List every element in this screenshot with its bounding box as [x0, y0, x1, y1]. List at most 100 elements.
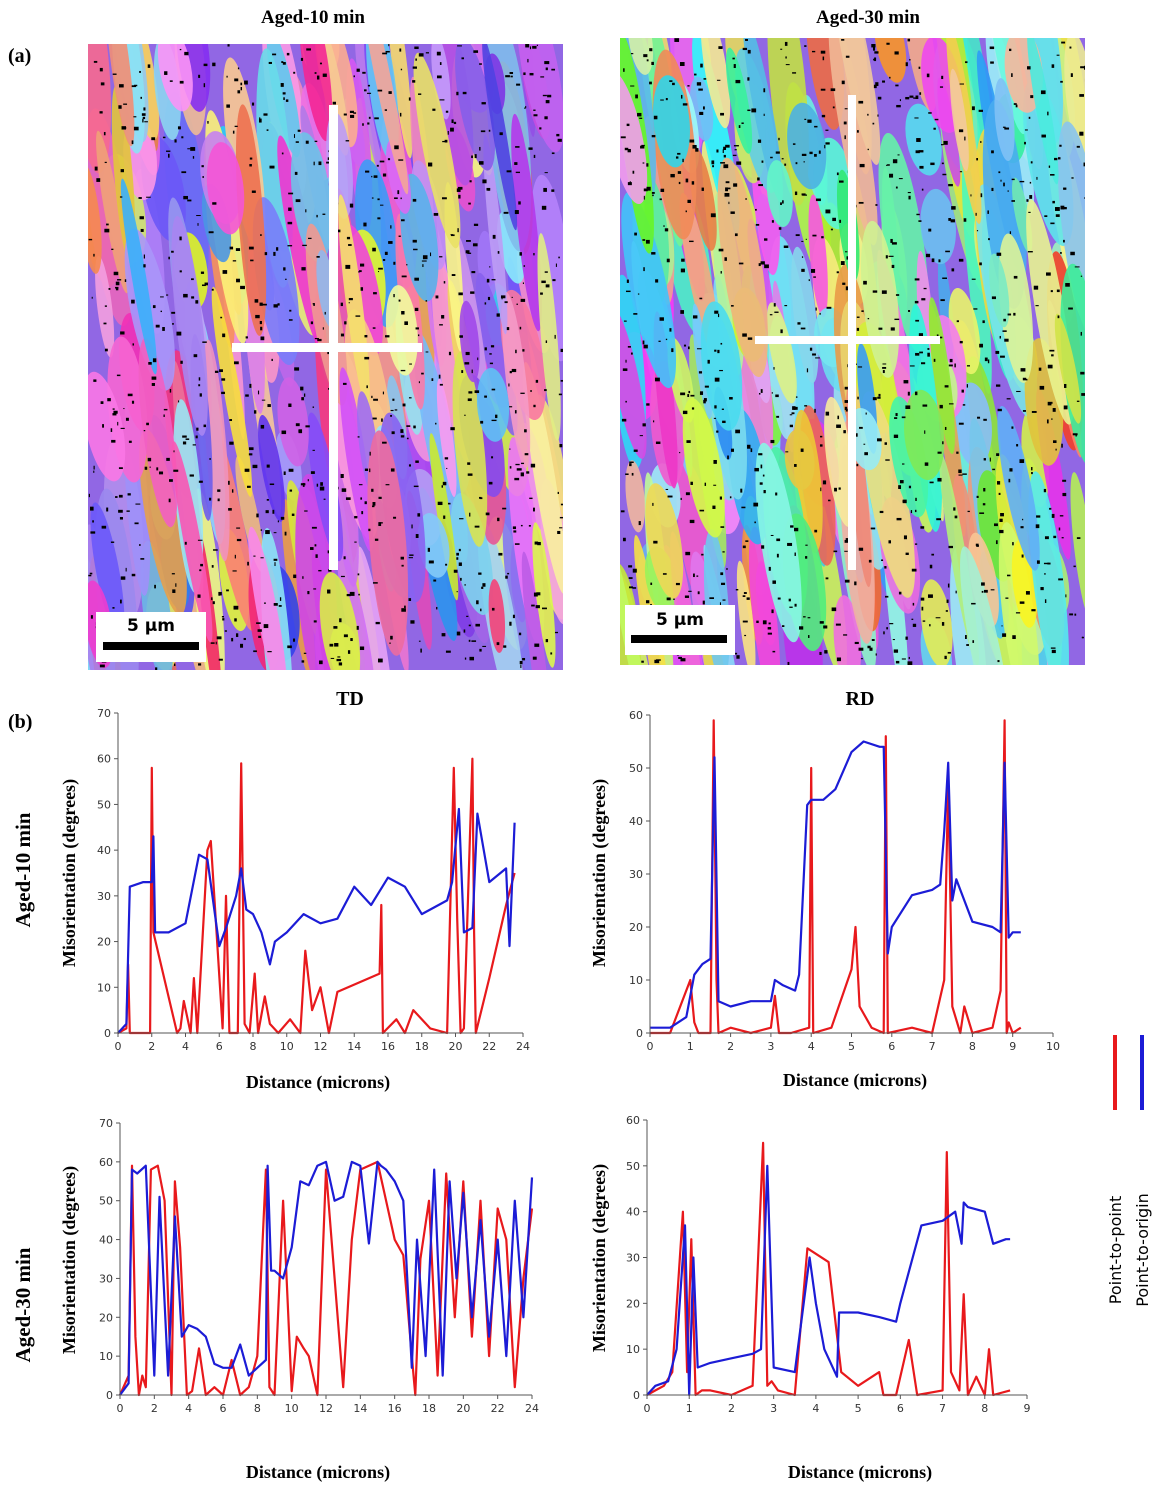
speckle — [277, 520, 279, 523]
speckle — [522, 349, 525, 352]
speckle — [376, 164, 379, 167]
speckle — [814, 408, 816, 413]
speckle — [828, 499, 831, 502]
speckle — [489, 362, 494, 365]
speckle — [177, 126, 181, 130]
speckle — [1044, 599, 1047, 603]
speckle — [266, 129, 269, 131]
speckle — [714, 310, 719, 314]
speckle — [443, 281, 446, 284]
speckle — [312, 449, 315, 451]
speckle — [789, 414, 793, 416]
speckle — [479, 146, 481, 151]
speckle — [315, 554, 318, 558]
speckle — [845, 538, 849, 541]
grain — [211, 286, 253, 498]
speckle — [378, 496, 382, 499]
speckle — [733, 652, 738, 655]
speckle — [554, 631, 559, 634]
speckle — [204, 282, 208, 286]
speckle — [301, 267, 306, 271]
speckle — [366, 385, 368, 389]
speckle — [162, 136, 166, 139]
speckle — [480, 420, 484, 424]
speckle — [481, 586, 484, 589]
grain — [755, 442, 802, 643]
speckle — [400, 68, 403, 71]
grain — [88, 44, 112, 174]
speckle — [686, 440, 691, 443]
grain — [501, 292, 531, 469]
speckle — [764, 238, 768, 241]
speckle — [929, 624, 931, 627]
speckle — [316, 75, 320, 80]
speckle — [314, 140, 318, 143]
speckle — [263, 624, 269, 629]
speckle — [1064, 383, 1067, 388]
speckle — [306, 48, 311, 51]
speckle — [1021, 554, 1024, 558]
speckle — [523, 265, 526, 267]
speckle — [529, 497, 533, 500]
speckle — [509, 406, 513, 408]
speckle — [533, 592, 538, 597]
speckle — [729, 397, 733, 400]
grain — [905, 103, 942, 176]
speckle — [942, 277, 948, 279]
speckle — [995, 540, 998, 545]
speckle — [958, 469, 962, 474]
speckle — [358, 593, 360, 596]
speckle — [882, 366, 887, 369]
speckle — [814, 125, 818, 128]
speckle — [481, 102, 486, 105]
speckle — [681, 258, 685, 262]
y-tick-label: 30 — [97, 890, 111, 903]
speckle — [372, 417, 377, 420]
grain — [511, 113, 543, 332]
speckle — [1031, 609, 1036, 612]
speckle — [104, 305, 107, 307]
speckle — [803, 616, 806, 618]
speckle — [754, 521, 756, 524]
speckle — [146, 196, 151, 198]
speckle — [409, 363, 412, 365]
speckle — [806, 368, 809, 373]
speckle — [507, 572, 510, 575]
speckle — [147, 64, 151, 68]
speckle — [733, 145, 739, 147]
speckle — [795, 234, 800, 237]
speckle — [839, 180, 844, 183]
speckle — [462, 91, 467, 95]
speckle — [687, 199, 691, 204]
speckle — [116, 374, 121, 377]
speckle — [226, 589, 229, 592]
speckle — [720, 271, 722, 274]
speckle — [805, 238, 807, 240]
speckle — [222, 333, 226, 338]
speckle — [965, 61, 968, 64]
speckle — [1069, 46, 1072, 49]
speckle — [895, 660, 900, 664]
speckle — [251, 190, 256, 193]
grain — [920, 579, 953, 665]
speckle — [916, 138, 921, 142]
speckle — [692, 144, 697, 149]
speckle — [629, 461, 634, 463]
speckle — [844, 400, 850, 403]
speckle — [390, 468, 395, 472]
speckle — [218, 592, 221, 596]
speckle — [401, 219, 405, 222]
speckle — [653, 420, 655, 423]
speckle — [112, 607, 115, 609]
speckle — [891, 264, 895, 269]
speckle — [785, 451, 789, 453]
speckle — [914, 509, 917, 513]
speckle — [456, 91, 459, 96]
cross-line — [329, 105, 338, 570]
speckle — [364, 89, 367, 92]
y-tick-label: 50 — [626, 1160, 640, 1173]
speckle — [909, 95, 914, 98]
speckle — [1056, 54, 1060, 56]
speckle — [160, 296, 164, 298]
x-tick-label: 2 — [727, 1040, 734, 1053]
